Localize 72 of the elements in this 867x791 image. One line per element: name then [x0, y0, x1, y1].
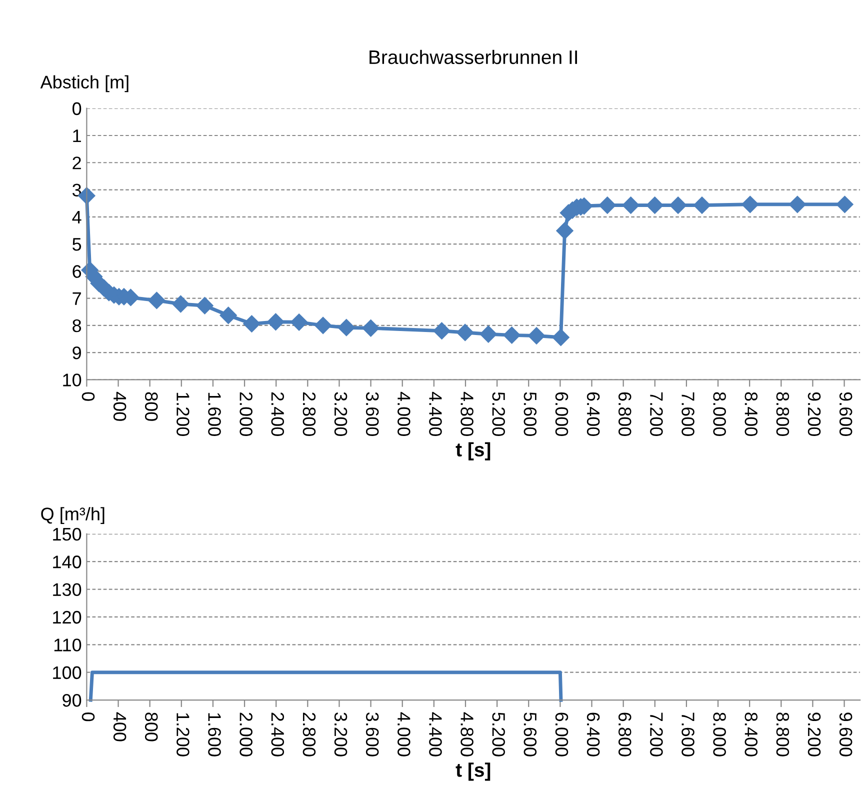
x-tick-label: 9.600: [839, 712, 852, 756]
x-tick-label: 800: [144, 712, 158, 742]
x-tick-label: 5.600: [524, 392, 537, 436]
x-tick-label: 1.600: [208, 713, 221, 756]
y-tick-label: 10: [63, 374, 82, 386]
x-tick-label: 5.200: [492, 712, 505, 756]
y-tick-label: 7: [72, 292, 81, 305]
y-tick-label: 120: [53, 610, 82, 624]
y-axis-title: Abstich [m]: [40, 75, 128, 92]
y-tick-label: 1: [73, 130, 81, 142]
x-tick-label: 4.800: [460, 712, 474, 756]
y-tick-label: 4: [72, 211, 82, 224]
x-tick-label: 2.400: [271, 392, 284, 436]
x-tick-label: 4.400: [429, 712, 442, 756]
x-tick-label: 9.200: [808, 712, 821, 756]
x-tick-label: 1.200: [176, 713, 190, 756]
x-tick-label: 4.800: [460, 392, 474, 436]
x-tick-label: 8.000: [713, 392, 726, 436]
y-tick-label: 2: [72, 156, 81, 170]
x-tick-label: 4.000: [398, 392, 410, 436]
x-tick-label: 9.600: [839, 392, 852, 436]
x-tick-label: 1.200: [176, 392, 190, 436]
x-tick-label: 8.800: [776, 712, 790, 756]
x-tick-label: 4.400: [429, 392, 442, 436]
x-tick-label: 2.400: [271, 712, 284, 756]
x-tick-label: 2.800: [302, 712, 316, 756]
y-tick-label: 9: [72, 346, 81, 360]
x-tick-label: 6.000: [555, 392, 568, 436]
x-tick-label: 400: [113, 712, 126, 742]
y-tick-label: 5: [72, 238, 82, 251]
x-tick-label: 6.800: [618, 712, 632, 756]
x-axis-title: t [s]: [456, 762, 490, 781]
y-tick-label: 110: [54, 638, 82, 652]
x-tick-label: 400: [113, 392, 126, 421]
y-tick-label: 100: [53, 666, 82, 680]
x-tick-label: 8.400: [744, 392, 758, 436]
y-tick-label: 150: [53, 528, 82, 541]
x-tick-label: 3.600: [366, 392, 379, 436]
chart-title: Brauchwasserbrunnen II: [370, 50, 577, 64]
y-tick-label: 6: [72, 265, 82, 278]
x-tick-label: 8.400: [744, 712, 758, 756]
x-tick-label: 7.200: [650, 712, 663, 756]
x-tick-label: 0: [82, 392, 95, 401]
x-tick-label: 2.000: [240, 392, 252, 436]
x-tick-label: 8.000: [713, 712, 726, 756]
x-tick-label: 2.000: [240, 712, 252, 756]
x-tick-label: 3.600: [366, 712, 379, 756]
x-tick-label: 800: [144, 392, 158, 421]
x-tick-label: 6.400: [586, 392, 600, 436]
x-tick-label: 5.200: [492, 392, 505, 436]
x-tick-label: 6.800: [618, 392, 632, 436]
x-tick-label: 4.000: [398, 712, 410, 756]
x-tick-label: 1.600: [208, 392, 221, 436]
y-tick-label: 0: [72, 102, 82, 116]
x-tick-label: 7.600: [682, 392, 694, 436]
x-tick-label: 7.200: [650, 392, 663, 436]
x-tick-label: 0: [82, 712, 95, 722]
y-tick-label: 90: [62, 694, 82, 707]
x-tick-label: 6.400: [586, 712, 600, 756]
x-tick-label: 7.600: [682, 712, 694, 756]
y-tick-label: 130: [53, 583, 82, 596]
x-tick-label: 2.800: [302, 392, 316, 436]
x-tick-label: 3.200: [334, 712, 348, 756]
y-tick-label: 8: [72, 319, 82, 332]
y-tick-label: 140: [53, 556, 82, 568]
x-tick-label: 8.800: [776, 392, 790, 436]
x-tick-label: 5.600: [524, 712, 537, 756]
x-axis-title: t [s]: [456, 442, 490, 460]
x-tick-label: 3.200: [334, 392, 348, 436]
x-tick-label: 6.000: [555, 712, 568, 756]
x-tick-label: 9.200: [808, 392, 821, 436]
y-axis-title: Q [m³/h]: [41, 507, 104, 524]
